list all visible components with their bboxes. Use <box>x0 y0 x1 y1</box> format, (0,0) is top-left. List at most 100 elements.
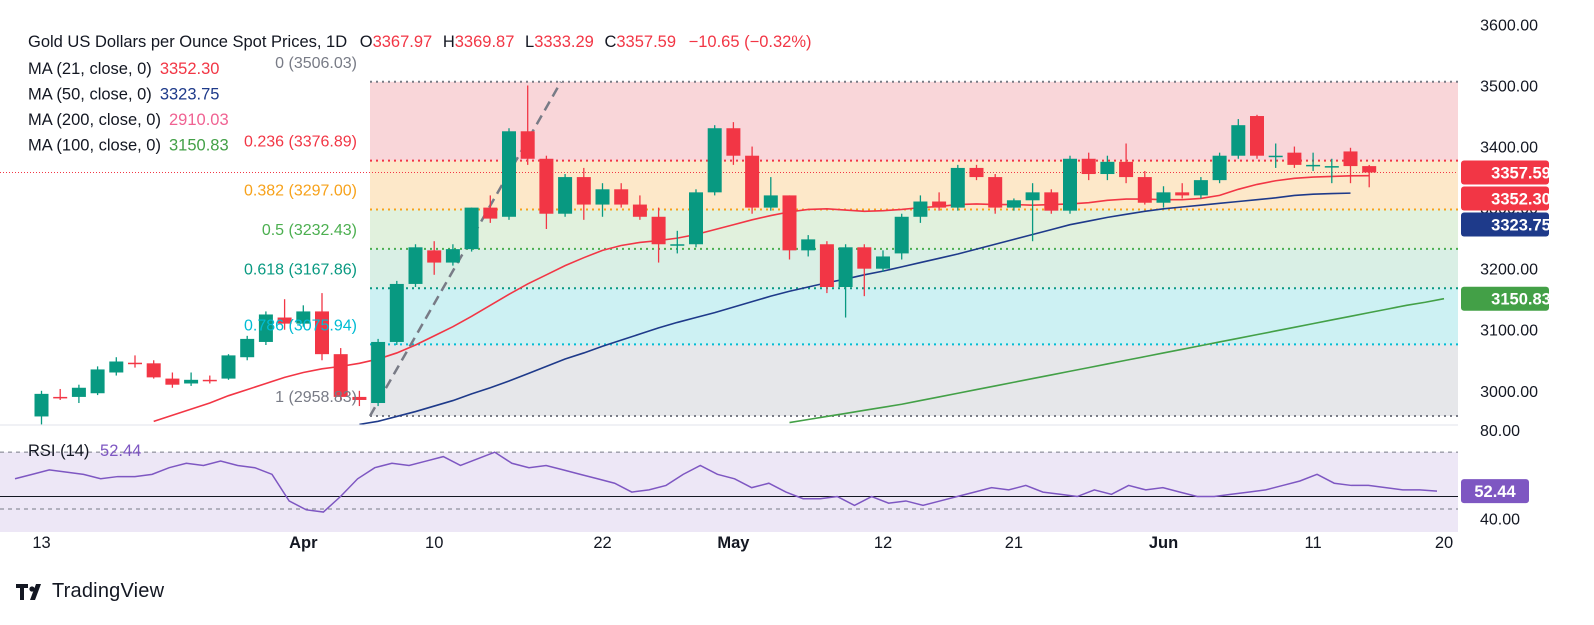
rsi-axis[interactable]: 80.00 40.00 52.44 <box>1461 423 1529 529</box>
candle-body <box>894 216 909 254</box>
candle <box>689 189 703 248</box>
candle <box>969 164 984 181</box>
candle <box>90 366 105 396</box>
candle-body <box>819 244 834 287</box>
chart-legend: Gold US Dollars per Ounce Spot Prices, 1… <box>28 33 812 155</box>
candle-body <box>763 195 778 208</box>
candle <box>1119 143 1134 184</box>
time-axis[interactable]: 13 Apr 10 22 May 12 21 Jun 11 20 <box>32 534 1453 552</box>
ma-legend-item: MA (200, close, 0) 2910.03 <box>28 111 229 129</box>
candle <box>427 241 442 275</box>
candle-body <box>1156 192 1171 203</box>
ma-legend-value: 3323.75 <box>160 86 220 104</box>
candle <box>913 195 928 223</box>
time-tick-label: 10 <box>425 534 443 552</box>
candle <box>258 311 273 346</box>
price-badge-label: 3150.83 <box>1491 291 1551 309</box>
price-badge-label: 3352.30 <box>1491 190 1551 208</box>
candle <box>1025 183 1040 242</box>
candle <box>838 244 853 318</box>
rsi-tick-label: 80.00 <box>1480 423 1520 440</box>
candle-body <box>1175 192 1190 196</box>
candle <box>277 299 292 330</box>
price-badge-bg <box>1461 286 1549 311</box>
rsi-legend-value: 52.44 <box>100 442 141 460</box>
candle <box>763 177 778 211</box>
candle <box>1250 114 1264 159</box>
price-badge: 3150.83 <box>1461 286 1551 311</box>
tradingview-logo[interactable]: TradingView <box>16 580 164 603</box>
candle-body <box>614 189 629 205</box>
ohlc-close: 3357.59 <box>616 33 676 51</box>
candle <box>670 230 685 254</box>
rsi-legend: RSI (14) 52.44 <box>28 442 141 460</box>
ma-legend-label: MA (200, close, 0) <box>28 111 161 129</box>
time-tick-label: Apr <box>289 534 318 552</box>
candle <box>483 195 498 223</box>
candle <box>1212 152 1227 184</box>
candle-body <box>539 158 554 214</box>
candle-body <box>1100 161 1115 175</box>
candle <box>240 335 255 361</box>
rsi-line <box>14 451 1438 513</box>
candle <box>1063 155 1077 214</box>
price-badge-label: 3357.59 <box>1491 164 1551 182</box>
price-tick-label: 3000.00 <box>1480 384 1538 401</box>
candle-body <box>670 244 685 246</box>
candle <box>1044 189 1059 214</box>
candle <box>1362 164 1377 188</box>
candle <box>315 293 329 361</box>
candle <box>988 174 1003 214</box>
price-chart[interactable]: 0 (3506.03) 0.236 (3376.89) 0.382 (3297.00… <box>0 0 1594 575</box>
candle-body <box>1306 164 1321 167</box>
ma-line <box>359 192 1351 426</box>
candle-body <box>651 216 666 245</box>
ma-legend-item: MA (50, close, 0) 3323.75 <box>28 86 219 104</box>
candle <box>389 280 404 346</box>
candle-body <box>427 250 442 263</box>
candle <box>1006 198 1021 211</box>
candle <box>464 207 479 252</box>
candle-body <box>464 207 479 250</box>
candle <box>1156 186 1171 208</box>
candle-body <box>689 192 703 245</box>
candle-body <box>988 177 1003 208</box>
candle <box>707 125 722 196</box>
ohlc-high: 3369.87 <box>455 33 515 51</box>
candle-body <box>333 354 348 397</box>
candle <box>502 128 516 220</box>
price-badge: 3323.75 <box>1461 212 1551 237</box>
price-tick-label: 3400.00 <box>1480 140 1538 157</box>
ohlc-c-label: C <box>604 33 616 51</box>
candle <box>221 354 236 380</box>
candle-body <box>876 256 890 269</box>
candle-body <box>1081 158 1096 175</box>
candle-body <box>576 177 591 205</box>
candle-body <box>71 387 86 397</box>
candle-body <box>1287 152 1302 165</box>
candle-body <box>240 338 255 358</box>
fib-level-label: 1 (2958.83) <box>275 389 357 406</box>
fib-level-label: 0.382 (3297.00) <box>244 182 357 199</box>
candle-body <box>1362 166 1377 173</box>
candle <box>408 244 423 287</box>
candle-body <box>165 378 180 385</box>
candle-body <box>371 341 386 404</box>
rsi-label: RSI (14) <box>28 442 89 460</box>
candle <box>128 355 142 368</box>
candle-body <box>1063 158 1077 211</box>
candle-body <box>408 247 423 284</box>
time-tick-label: May <box>717 534 750 552</box>
fib-zone <box>370 288 1458 345</box>
candle-body <box>969 167 984 178</box>
price-tick-label: 3500.00 <box>1480 78 1538 95</box>
time-tick-label: 13 <box>32 534 50 552</box>
time-tick-label: Jun <box>1149 534 1178 552</box>
time-tick-label: 22 <box>593 534 611 552</box>
candle-body <box>258 314 273 342</box>
fib-level-label: 0.5 (3232.43) <box>262 222 357 239</box>
candle <box>296 305 311 327</box>
fib-level-label: 0 (3506.03) <box>275 55 357 72</box>
candle-body <box>632 204 647 217</box>
rsi-pane <box>0 451 1458 532</box>
